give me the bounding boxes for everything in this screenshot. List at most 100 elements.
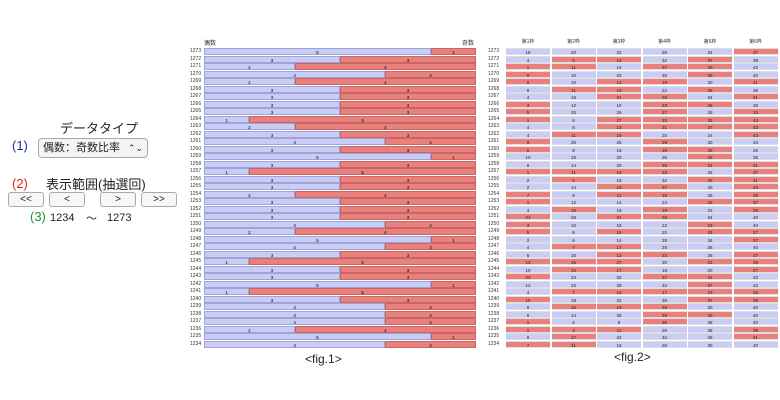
number-cell: 33 — [642, 213, 687, 220]
ratio-row: 1240 3 3 — [190, 295, 476, 303]
number-cell: 40 — [733, 220, 778, 228]
number-cell: 13 — [506, 258, 550, 265]
grid-row: 1246 6 10 13 23 36 37 — [488, 250, 778, 258]
number-cell: 42 — [733, 280, 778, 288]
data-type-select[interactable]: 偶数：奇数比率 ⌃⌄ — [38, 138, 148, 158]
number-cell: 22 — [688, 205, 732, 213]
number-cell: 16 — [597, 100, 641, 108]
number-cell: 9 — [506, 78, 550, 85]
ratio-row: 1248 5 1 — [190, 235, 476, 243]
number-cell: 1 — [506, 325, 550, 333]
number-cell: 3 — [551, 325, 596, 333]
last-page-button[interactable]: >> — [141, 192, 177, 207]
draw-label: 1257 — [190, 168, 202, 174]
number-cell: 23 — [506, 273, 550, 280]
number-cell: 14 — [597, 235, 641, 243]
number-cell: 36 — [733, 85, 778, 93]
draw-label: 1267 — [190, 93, 202, 99]
number-cell: 37 — [733, 168, 778, 175]
draw-label: 1260 — [488, 145, 500, 152]
number-cell: 39 — [733, 325, 778, 333]
number-cell: 11 — [551, 63, 596, 70]
draw-label: 1259 — [190, 153, 202, 159]
number-cell: 27 — [642, 63, 687, 70]
number-cell: 40 — [733, 243, 778, 250]
draw-label: 1237 — [488, 318, 500, 324]
draw-label: 1251 — [488, 213, 500, 219]
number-cell: 23 — [688, 288, 732, 295]
odd-segment: 1 — [430, 333, 476, 340]
number-cell: 29 — [642, 138, 687, 145]
number-cell: 32 — [597, 273, 641, 280]
even-segment: 3 — [204, 295, 340, 303]
number-cell: 4 — [506, 55, 550, 63]
number-cell: 34 — [688, 213, 732, 220]
number-cell: 36 — [688, 250, 732, 258]
grid-row: 1252 4 15 18 19 22 29 — [488, 205, 778, 213]
odd-segment: 3 — [340, 273, 476, 280]
number-cell: 4 — [506, 205, 550, 213]
grid-row: 1236 1 3 11 26 38 39 — [488, 325, 778, 333]
grid-row: 1234 7 11 16 28 30 40 — [488, 340, 778, 348]
draw-label: 1271 — [190, 63, 202, 69]
draw-label: 1257 — [488, 168, 500, 174]
number-cell: 24 — [551, 273, 596, 280]
number-cell: 4 — [506, 243, 550, 250]
draw-label: 1242 — [190, 280, 202, 287]
draw-label: 1245 — [190, 258, 202, 264]
ratio-row: 1267 3 3 — [190, 93, 476, 100]
draw-label: 1247 — [488, 243, 500, 249]
draw-label: 1262 — [488, 130, 500, 137]
even-segment: 3 — [204, 108, 340, 115]
number-cell: 23 — [642, 168, 687, 175]
ratio-row: 1241 1 5 — [190, 288, 476, 295]
number-cell: 16 — [597, 340, 641, 348]
number-cell: 17 — [597, 243, 641, 250]
draw-label: 1253 — [488, 198, 500, 204]
draw-label: 1239 — [190, 303, 202, 309]
draw-label: 1236 — [190, 325, 202, 332]
number-cell: 3 — [506, 100, 550, 108]
even-segment: 4 — [204, 318, 386, 325]
number-cell: 7 — [506, 190, 550, 198]
number-cell: 8 — [506, 85, 550, 93]
number-cell: 4 — [506, 288, 550, 295]
first-page-button[interactable]: << — [8, 192, 44, 207]
even-segment: 5 — [204, 48, 431, 55]
number-cell: 19 — [642, 78, 687, 85]
number-cell: 15 — [551, 258, 596, 265]
even-segment: 3 — [204, 213, 340, 220]
even-segment: 5 — [204, 333, 431, 340]
number-cell: 28 — [733, 100, 778, 108]
draw-label: 1234 — [488, 340, 500, 347]
number-cell: 27 — [642, 108, 687, 115]
ratio-row: 1262 3 3 — [190, 130, 476, 138]
number-cell: 30 — [688, 78, 732, 85]
even-segment: 3 — [204, 205, 340, 213]
number-cell: 18 — [642, 265, 687, 273]
odd-segment: 3 — [340, 145, 476, 153]
number-cell: 33 — [642, 115, 687, 123]
odd-segment: 3 — [340, 100, 476, 108]
next-page-button[interactable]: > — [100, 192, 136, 207]
number-cell: 22 — [642, 85, 687, 93]
number-cell: 41 — [733, 93, 778, 100]
even-segment: 2 — [204, 228, 295, 235]
grid-row: 1273 18 20 22 26 34 37 — [488, 48, 778, 55]
number-cell: 31 — [642, 123, 687, 130]
number-cell: 15 — [551, 205, 596, 213]
number-cell: 1 — [506, 168, 550, 175]
prev-page-button[interactable]: < — [49, 192, 85, 207]
draw-label: 1264 — [190, 115, 202, 122]
number-cell: 20 — [688, 265, 732, 273]
number-cell: 34 — [688, 235, 732, 243]
